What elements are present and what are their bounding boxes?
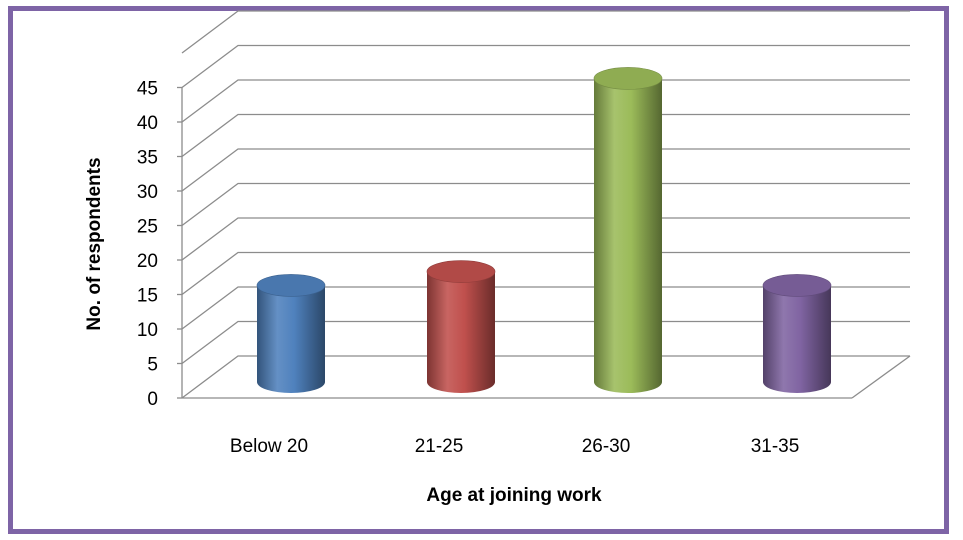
x-category-label: 31-35 xyxy=(751,436,800,457)
gridline xyxy=(181,320,910,365)
y-tick-label: 10 xyxy=(137,320,158,341)
floor-right-edge xyxy=(851,355,911,399)
x-category-label: 21-25 xyxy=(415,436,464,457)
gridline xyxy=(181,10,910,54)
x-axis-categories: Below 20 21-25 26-30 31-35 xyxy=(230,436,799,457)
bar-below-20 xyxy=(256,274,326,393)
gridline xyxy=(181,251,910,296)
gridline xyxy=(181,79,910,123)
y-tick-label: 25 xyxy=(137,217,158,238)
bar-26-30 xyxy=(593,67,663,394)
bar-body xyxy=(257,285,325,393)
x-category-label: Below 20 xyxy=(230,436,308,457)
bar-body xyxy=(594,78,662,394)
bar-body xyxy=(427,271,495,393)
bar-top-cap xyxy=(593,67,663,90)
gridline xyxy=(181,182,910,227)
y-axis-title: No. of respondents xyxy=(84,157,105,330)
y-tick-label: 5 xyxy=(147,355,158,376)
y-tick-label: 15 xyxy=(137,286,158,307)
y-tick-label: 20 xyxy=(137,251,158,272)
gridline xyxy=(181,148,910,192)
bar-top-cap xyxy=(256,274,326,297)
gridline xyxy=(181,113,910,158)
chart-walls xyxy=(177,86,911,399)
y-tick-label: 45 xyxy=(137,79,158,100)
y-tick-label: 0 xyxy=(147,389,158,410)
floor-back-edge xyxy=(181,355,910,399)
chart-gridlines xyxy=(181,10,910,399)
bar-31-35 xyxy=(762,274,832,393)
y-tick-label: 40 xyxy=(137,113,158,134)
bar-top-cap xyxy=(426,260,496,283)
y-tick-label: 30 xyxy=(137,182,158,203)
gridline xyxy=(181,286,910,330)
x-category-label: 26-30 xyxy=(582,436,631,457)
gridline xyxy=(181,44,910,89)
y-axis-ticks: 0 5 10 15 20 25 30 35 40 45 xyxy=(137,79,158,411)
bar-top-cap xyxy=(762,274,832,297)
chart-bars xyxy=(256,67,832,394)
bar-body xyxy=(763,285,831,393)
x-axis-title: Age at joining work xyxy=(426,485,602,506)
y-tick-label: 35 xyxy=(137,148,158,169)
bar-21-25 xyxy=(426,260,496,393)
gridline xyxy=(181,217,910,261)
